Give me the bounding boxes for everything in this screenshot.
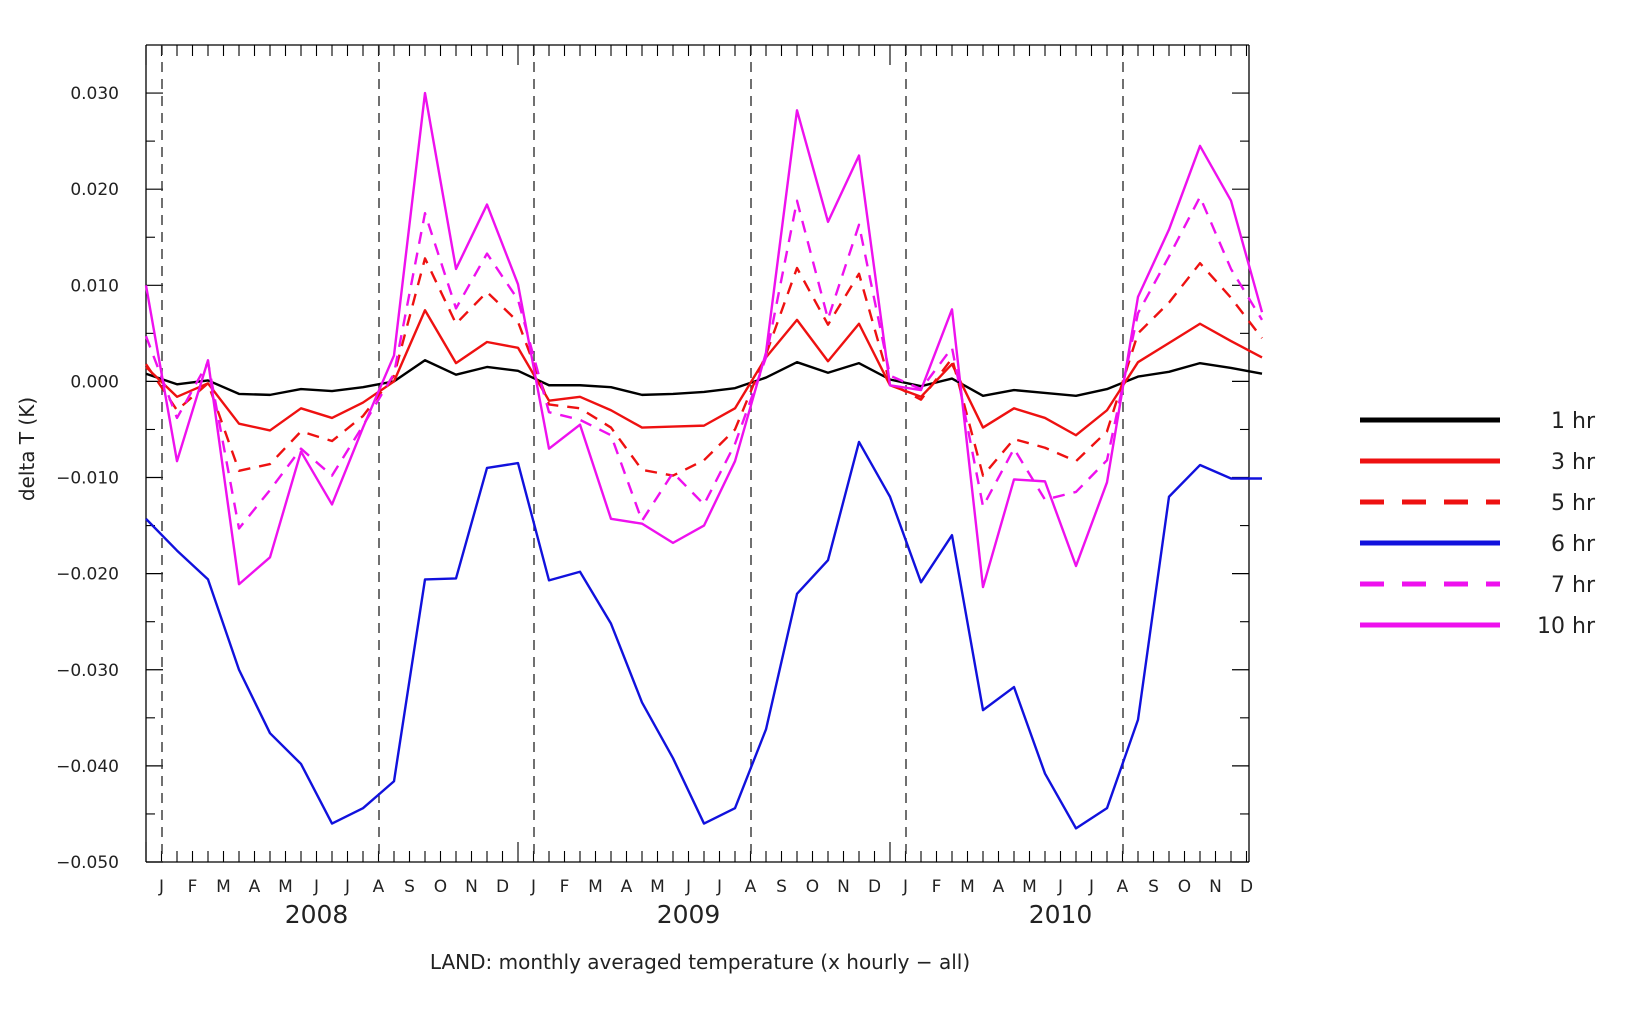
x-month-label: J — [1057, 877, 1063, 897]
x-month-label: J — [902, 877, 908, 897]
x-month-label: M — [1022, 877, 1037, 897]
y-tick-label: 0.010 — [70, 276, 119, 296]
plot-frame — [145, 44, 1250, 863]
x-month-label: N — [465, 877, 478, 897]
x-month-label: A — [621, 877, 633, 897]
x-month-label: A — [373, 877, 385, 897]
x-month-label: D — [1240, 877, 1253, 897]
x-month-label: O — [1178, 877, 1191, 897]
x-month-label: J — [530, 877, 536, 897]
y-tick-label: 0.020 — [70, 180, 119, 200]
x-month-label: S — [776, 877, 787, 897]
x-month-label: M — [588, 877, 603, 897]
x-month-label: J — [685, 877, 691, 897]
x-month-label: A — [993, 877, 1005, 897]
month-divider-lines — [161, 45, 1124, 862]
x-axis-title: LAND: monthly averaged temperature (x ho… — [430, 950, 970, 974]
y-axis-title: delta T (K) — [15, 397, 39, 501]
legend: 1 hr 3 hr 5 hr 6 hr 7 hr 10 hr — [1360, 409, 1596, 639]
x-month-label: S — [1148, 877, 1159, 897]
x-month-label: J — [158, 877, 164, 897]
x-month-label: A — [249, 877, 261, 897]
x-month-label: J — [716, 877, 722, 897]
legend-label: 6 hr — [1551, 532, 1596, 557]
legend-label: 5 hr — [1551, 491, 1596, 516]
x-month-label: J — [313, 877, 319, 897]
x-year-label: 2009 — [657, 900, 721, 929]
y-tick-label: 0.000 — [70, 372, 119, 392]
y-axis: 0.030 0.020 0.010 0.000 −0.010 −0.020 −0.030 −0… — [56, 84, 1249, 873]
x-month-label: N — [837, 877, 850, 897]
legend-label: 1 hr — [1551, 409, 1596, 434]
y-tick-label: 0.030 — [70, 84, 119, 104]
series-line-3-hr — [145, 309, 1263, 437]
x-month-label: J — [1088, 877, 1094, 897]
x-year-label: 2010 — [1029, 900, 1093, 929]
series-line-7-hr — [144, 195, 1264, 530]
x-month-label: D — [496, 877, 509, 897]
legend-label: 10 hr — [1537, 614, 1596, 639]
x-month-label: M — [278, 877, 293, 897]
x-month-label: O — [806, 877, 819, 897]
y-tick-label: −0.020 — [56, 565, 119, 585]
series-line-6-hr — [145, 440, 1262, 830]
x-month-label: M — [960, 877, 975, 897]
x-month-label: J — [344, 877, 350, 897]
series-line-1-hr — [145, 359, 1263, 398]
y-tick-label: −0.050 — [56, 853, 119, 873]
y-tick-label: −0.010 — [56, 469, 119, 489]
x-month-label: A — [1117, 877, 1129, 897]
legend-label: 7 hr — [1551, 573, 1596, 598]
x-month-label: S — [404, 877, 415, 897]
x-month-label: N — [1209, 877, 1222, 897]
x-year-label: 2008 — [285, 900, 349, 929]
x-month-label: A — [745, 877, 757, 897]
x-month-label: O — [434, 877, 447, 897]
series-line-5-hr — [145, 257, 1263, 477]
x-month-label: F — [932, 877, 942, 897]
series-lines — [144, 91, 1264, 830]
y-tick-label: −0.030 — [56, 661, 119, 681]
x-month-label: M — [216, 877, 231, 897]
series-line-10-hr — [144, 91, 1264, 589]
x-axis: J F M A M J J A S O N D J F M A M J J A S O N D J F M A M J J A S O N D2008… — [145, 45, 1253, 929]
x-month-label: F — [188, 877, 198, 897]
y-tick-label: −0.040 — [56, 757, 119, 777]
x-month-label: F — [560, 877, 570, 897]
legend-label: 3 hr — [1551, 450, 1596, 475]
x-month-label: M — [650, 877, 665, 897]
x-month-label: D — [868, 877, 881, 897]
